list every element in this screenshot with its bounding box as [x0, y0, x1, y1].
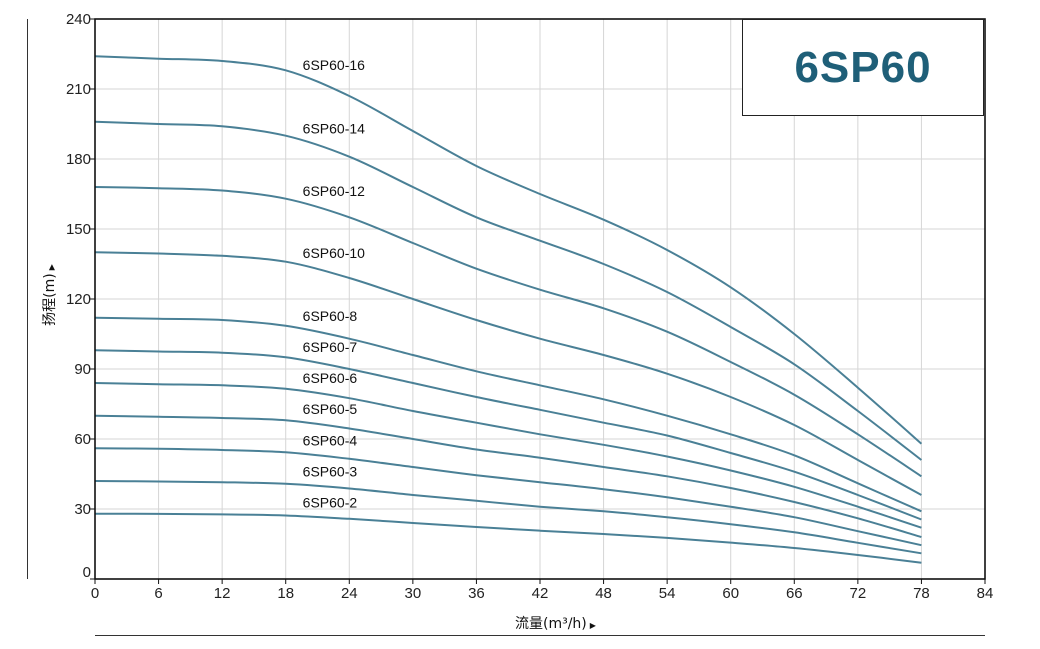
x-tick-label: 78: [913, 585, 930, 602]
y-tick-label: 60: [74, 431, 91, 448]
x-axis-arrow-icon: ▶: [589, 621, 596, 630]
axis-ticks: 0 6 12 18 24 30 36 42 48 54 60 66 72 78 84 0 30 60 90 120 15…: [66, 11, 993, 602]
x-tick-label: 54: [659, 585, 676, 602]
y-tick-label: 30: [74, 501, 91, 518]
x-tick-label: 42: [532, 585, 549, 602]
y-axis-arrow-icon: ▶: [46, 264, 56, 271]
x-tick-label: 30: [405, 585, 422, 602]
y-tick-label: 150: [66, 221, 91, 238]
x-tick-label: 60: [722, 585, 739, 602]
y-tick-label: 240: [66, 11, 91, 28]
y-axis-title-text: 扬程(m): [41, 273, 58, 326]
series-line-6sp60-10: [94, 251, 922, 496]
x-tick-label: 36: [468, 585, 485, 602]
x-tick-label: 72: [850, 585, 867, 602]
x-axis-title: 流量(m³/h) ▶: [515, 613, 596, 633]
series-line-6sp60-8: [94, 316, 922, 513]
y-tick-label: 90: [74, 361, 91, 378]
series-line-6sp60-16: [94, 55, 923, 445]
series-line-6sp60-6: [94, 382, 922, 529]
x-tick-label: 84: [977, 585, 994, 602]
chart-title-box: 6SP60: [742, 19, 984, 116]
series-line-6sp60-5: [94, 414, 922, 538]
series-label: 6SP60-3: [303, 463, 358, 479]
y-tick-label: 120: [66, 291, 91, 308]
chart-title: 6SP60: [794, 42, 932, 92]
series-label: 6SP60-5: [303, 401, 358, 417]
x-tick-label: 6: [154, 585, 162, 602]
series-label: 6SP60-10: [303, 245, 365, 261]
series-label: 6SP60-12: [303, 183, 365, 199]
series-label: 6SP60-14: [303, 121, 365, 137]
series-label: 6SP60-4: [303, 432, 358, 448]
series-label: 6SP60-16: [303, 57, 365, 73]
x-tick-label: 0: [91, 585, 99, 602]
x-tick-label: 66: [786, 585, 803, 602]
series-labels: 6SP60-16 6SP60-14 6SP60-12 6SP60-10 6SP60-8 6…: [303, 57, 365, 511]
x-tick-label: 48: [595, 585, 612, 602]
plot-frame: [94, 18, 986, 580]
series-label: 6SP60-7: [303, 339, 358, 355]
bottom-divider: [95, 635, 985, 636]
x-axis-title-text: 流量(m³/h): [515, 616, 587, 632]
y-tick-label: 0: [83, 564, 91, 581]
x-tick-label: 18: [277, 585, 294, 602]
series-curves: [94, 55, 923, 564]
series-line-6sp60-2: [94, 512, 922, 564]
series-label: 6SP60-2: [303, 495, 358, 511]
y-axis-title: 扬程(m) ▶: [39, 264, 59, 326]
series-line-6sp60-4: [94, 447, 922, 547]
left-divider: [27, 19, 28, 579]
series-line-6sp60-12: [94, 186, 922, 478]
series-line-6sp60-14: [94, 120, 923, 461]
series-label: 6SP60-8: [303, 308, 358, 324]
y-tick-label: 210: [66, 81, 91, 98]
series-label: 6SP60-6: [303, 370, 358, 386]
series-line-6sp60-3: [94, 480, 922, 555]
y-tick-label: 180: [66, 151, 91, 168]
x-tick-label: 24: [341, 585, 358, 602]
x-tick-label: 12: [214, 585, 231, 602]
series-line-6sp60-7: [94, 349, 922, 521]
